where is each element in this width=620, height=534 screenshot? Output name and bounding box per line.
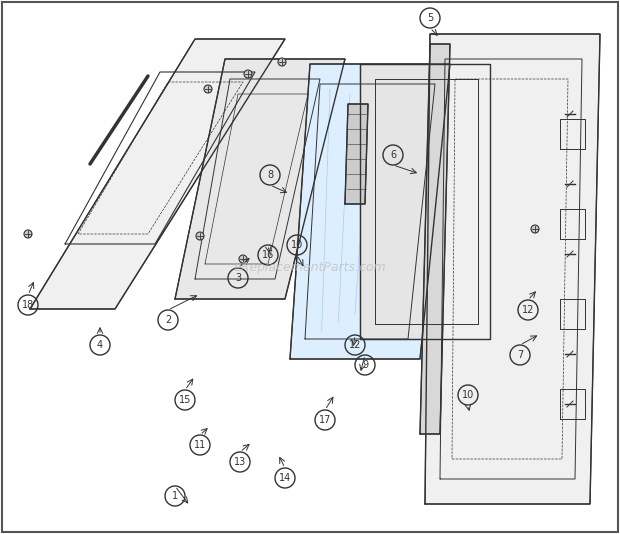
Polygon shape <box>425 34 600 504</box>
Text: 17: 17 <box>319 415 331 425</box>
Circle shape <box>531 225 539 233</box>
Text: 7: 7 <box>517 350 523 360</box>
Polygon shape <box>420 44 450 434</box>
Text: 2: 2 <box>165 315 171 325</box>
Text: 5: 5 <box>427 13 433 23</box>
Text: 11: 11 <box>194 440 206 450</box>
Polygon shape <box>175 59 345 299</box>
Text: 12: 12 <box>522 305 534 315</box>
Text: 6: 6 <box>390 150 396 160</box>
Text: 16: 16 <box>262 250 274 260</box>
Text: 3: 3 <box>235 273 241 283</box>
Text: 8: 8 <box>267 170 273 180</box>
Text: 14: 14 <box>279 473 291 483</box>
Polygon shape <box>30 39 285 309</box>
Text: 9: 9 <box>362 360 368 370</box>
Text: 18: 18 <box>22 300 34 310</box>
Text: 10: 10 <box>462 390 474 400</box>
Circle shape <box>196 232 204 240</box>
Polygon shape <box>290 64 450 359</box>
Text: 13: 13 <box>234 457 246 467</box>
Text: eReplacementParts.com: eReplacementParts.com <box>234 261 386 273</box>
Circle shape <box>204 85 212 93</box>
Polygon shape <box>360 64 490 339</box>
Circle shape <box>239 255 247 263</box>
Text: 15: 15 <box>179 395 191 405</box>
Text: 12: 12 <box>349 340 361 350</box>
Circle shape <box>244 70 252 78</box>
Text: 10: 10 <box>291 240 303 250</box>
Circle shape <box>24 230 32 238</box>
Text: 4: 4 <box>97 340 103 350</box>
Circle shape <box>278 58 286 66</box>
Polygon shape <box>345 104 368 204</box>
Text: 1: 1 <box>172 491 178 501</box>
